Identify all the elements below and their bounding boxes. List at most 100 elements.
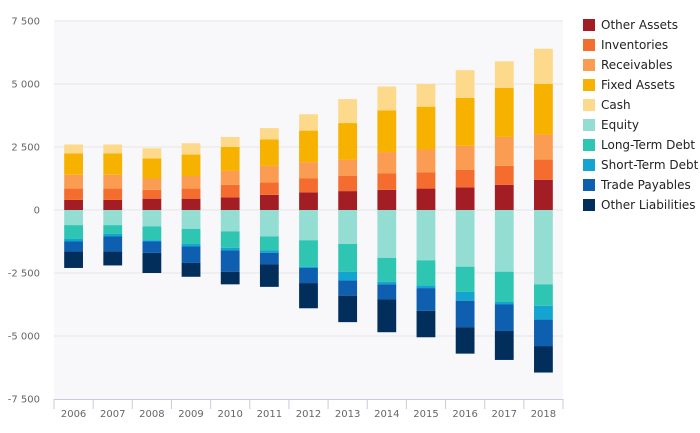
bar-segment[interactable]	[338, 175, 358, 192]
bar-segment[interactable]	[220, 231, 240, 248]
bar-segment[interactable]	[142, 241, 162, 253]
bar-segment[interactable]	[338, 123, 358, 160]
bar-segment[interactable]	[64, 225, 83, 239]
bar-segment[interactable]	[338, 280, 358, 296]
bar-segment[interactable]	[455, 266, 475, 292]
bar-segment[interactable]	[181, 175, 201, 189]
bar-segment[interactable]	[534, 84, 553, 135]
bar-segment[interactable]	[64, 210, 83, 226]
bar-segment[interactable]	[299, 178, 318, 193]
bar-segment[interactable]	[455, 291, 475, 301]
legend-item[interactable]: Other Assets	[583, 18, 678, 32]
bar-segment[interactable]	[220, 184, 240, 198]
bar-segment[interactable]	[259, 250, 279, 253]
bar-segment[interactable]	[259, 128, 279, 140]
bar-segment[interactable]	[455, 300, 475, 328]
bar-segment[interactable]	[494, 61, 514, 88]
bar-segment[interactable]	[534, 134, 553, 160]
bar-segment[interactable]	[534, 210, 553, 285]
bar-segment[interactable]	[377, 281, 397, 285]
bar-segment[interactable]	[142, 240, 162, 242]
legend-item[interactable]: Fixed Assets	[583, 78, 675, 92]
bar-segment[interactable]	[181, 246, 201, 263]
bar-segment[interactable]	[377, 257, 397, 282]
bar-segment[interactable]	[142, 210, 162, 227]
bar-segment[interactable]	[103, 233, 123, 237]
bar-segment[interactable]	[455, 169, 475, 188]
bar-segment[interactable]	[494, 184, 514, 210]
bar-segment[interactable]	[534, 159, 553, 180]
bar-segment[interactable]	[455, 70, 475, 98]
bar-segment[interactable]	[259, 165, 279, 183]
bar-segment[interactable]	[142, 198, 162, 210]
bar-segment[interactable]	[220, 170, 240, 185]
bar-segment[interactable]	[534, 284, 553, 306]
bar-segment[interactable]	[416, 210, 436, 261]
bar-segment[interactable]	[299, 162, 318, 179]
bar-segment[interactable]	[299, 210, 318, 241]
bar-segment[interactable]	[103, 174, 123, 189]
bar-segment[interactable]	[377, 152, 397, 174]
bar-segment[interactable]	[455, 97, 475, 146]
bar-segment[interactable]	[494, 87, 514, 137]
bar-segment[interactable]	[64, 153, 83, 175]
bar-segment[interactable]	[416, 285, 436, 289]
bar-segment[interactable]	[338, 159, 358, 176]
bar-segment[interactable]	[338, 271, 358, 281]
bar-segment[interactable]	[534, 305, 553, 320]
bar-segment[interactable]	[103, 236, 123, 252]
bar-segment[interactable]	[416, 172, 436, 189]
bar-segment[interactable]	[103, 153, 123, 175]
legend-item[interactable]: Cash	[583, 98, 631, 112]
bar-segment[interactable]	[377, 173, 397, 190]
bar-segment[interactable]	[299, 240, 318, 267]
bar-segment[interactable]	[103, 199, 123, 210]
bar-segment[interactable]	[220, 147, 240, 171]
legend-item[interactable]: Trade Payables	[583, 178, 691, 192]
bar-segment[interactable]	[494, 136, 514, 166]
legend-item[interactable]: Equity	[583, 118, 639, 132]
bar-segment[interactable]	[181, 188, 201, 199]
bar-segment[interactable]	[142, 189, 162, 199]
bar-segment[interactable]	[259, 210, 279, 237]
bar-segment[interactable]	[299, 266, 318, 268]
legend-item[interactable]: Receivables	[583, 58, 673, 72]
bar-segment[interactable]	[338, 191, 358, 210]
bar-segment[interactable]	[534, 319, 553, 347]
bar-segment[interactable]	[142, 178, 162, 190]
bar-segment[interactable]	[259, 252, 279, 265]
bar-segment[interactable]	[103, 225, 123, 234]
bar-segment[interactable]	[259, 236, 279, 251]
bar-segment[interactable]	[103, 144, 123, 154]
bar-segment[interactable]	[377, 189, 397, 210]
bar-segment[interactable]	[494, 330, 514, 360]
bar-segment[interactable]	[416, 288, 436, 311]
bar-segment[interactable]	[181, 244, 201, 247]
bar-segment[interactable]	[64, 238, 83, 242]
bar-segment[interactable]	[416, 149, 436, 173]
bar-segment[interactable]	[416, 84, 436, 107]
bar-segment[interactable]	[494, 210, 514, 272]
bar-segment[interactable]	[259, 194, 279, 210]
legend-item[interactable]: Short-Term Debt	[583, 158, 699, 172]
bar-segment[interactable]	[142, 158, 162, 179]
bar-segment[interactable]	[534, 179, 553, 210]
bar-segment[interactable]	[455, 145, 475, 170]
bar-segment[interactable]	[220, 136, 240, 147]
bar-segment[interactable]	[64, 188, 83, 200]
bar-segment[interactable]	[534, 48, 553, 84]
bar-segment[interactable]	[220, 250, 240, 272]
bar-segment[interactable]	[181, 210, 201, 229]
bar-segment[interactable]	[220, 247, 240, 251]
bar-segment[interactable]	[299, 114, 318, 131]
bar-segment[interactable]	[338, 210, 358, 245]
bar-segment[interactable]	[142, 226, 162, 241]
bar-segment[interactable]	[64, 199, 83, 210]
bar-segment[interactable]	[455, 327, 475, 354]
bar-segment[interactable]	[338, 99, 358, 124]
bar-segment[interactable]	[494, 271, 514, 302]
bar-segment[interactable]	[416, 106, 436, 150]
bar-segment[interactable]	[338, 295, 358, 323]
legend-item[interactable]: Long-Term Debt	[583, 138, 695, 152]
bar-segment[interactable]	[377, 86, 397, 111]
